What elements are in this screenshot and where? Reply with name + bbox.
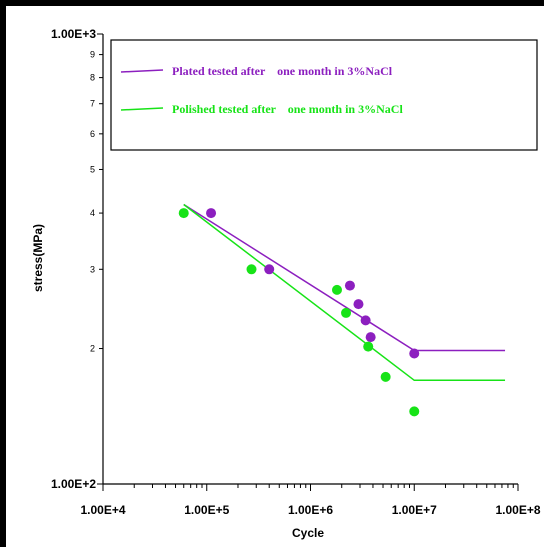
data-point-series-1 (365, 332, 376, 343)
legend-swatch-2 (120, 107, 164, 111)
legend-swatch-1 (120, 69, 164, 73)
data-point-series-1 (344, 280, 355, 291)
data-point-series-1 (409, 348, 420, 359)
data-point-series-2 (409, 406, 420, 417)
y-tick-label: 2 (90, 344, 95, 354)
data-point-series-2 (331, 284, 342, 295)
x-axis-label: Cycle (292, 526, 324, 540)
data-point-series-1 (360, 315, 371, 326)
data-point-series-2 (341, 307, 352, 318)
y-tick-label: 5 (90, 164, 95, 174)
data-point-series-1 (206, 208, 217, 219)
data-point-series-2 (363, 341, 374, 352)
legend-label-1: Plated tested after one month in 3%NaCl (172, 64, 393, 78)
legend-label-2: Polished tested after one month in 3%NaC… (172, 102, 403, 116)
x-tick-label: 1.00E+7 (392, 503, 437, 517)
data-point-series-1 (264, 264, 275, 275)
y-tick-label: 1.00E+2 (51, 477, 96, 491)
legend: Plated tested after one month in 3%NaCl P… (110, 39, 538, 151)
data-point-series-2 (246, 264, 257, 275)
y-tick-label: 7 (90, 99, 95, 109)
y-tick-label: 1.00E+3 (51, 27, 96, 41)
x-tick-label: 1.00E+5 (184, 503, 229, 517)
y-tick-label: 3 (90, 264, 95, 274)
y-tick-label: 6 (90, 129, 95, 139)
y-axis-label: stress(MPa) (31, 224, 45, 292)
legend-box (110, 39, 538, 151)
data-points (178, 208, 420, 417)
fit-line-2 (183, 203, 506, 382)
x-tick-label: 1.00E+4 (80, 503, 125, 517)
ticks: 1.00E+2 2 3 4 5 6 7 8 9 1.00E+3 1.00E+4 1.00E+5 1.00… (51, 27, 541, 517)
x-tick-label: 1.00E+6 (288, 503, 333, 517)
data-point-series-2 (380, 371, 391, 382)
fit-line-1 (183, 203, 506, 352)
fit-lines (183, 203, 506, 382)
y-tick-label: 8 (90, 73, 95, 83)
y-tick-label: 4 (90, 208, 95, 218)
data-point-series-1 (353, 299, 364, 310)
y-tick-label: 9 (90, 50, 95, 60)
x-tick-label: 1.00E+8 (495, 503, 540, 517)
data-point-series-2 (178, 208, 189, 219)
